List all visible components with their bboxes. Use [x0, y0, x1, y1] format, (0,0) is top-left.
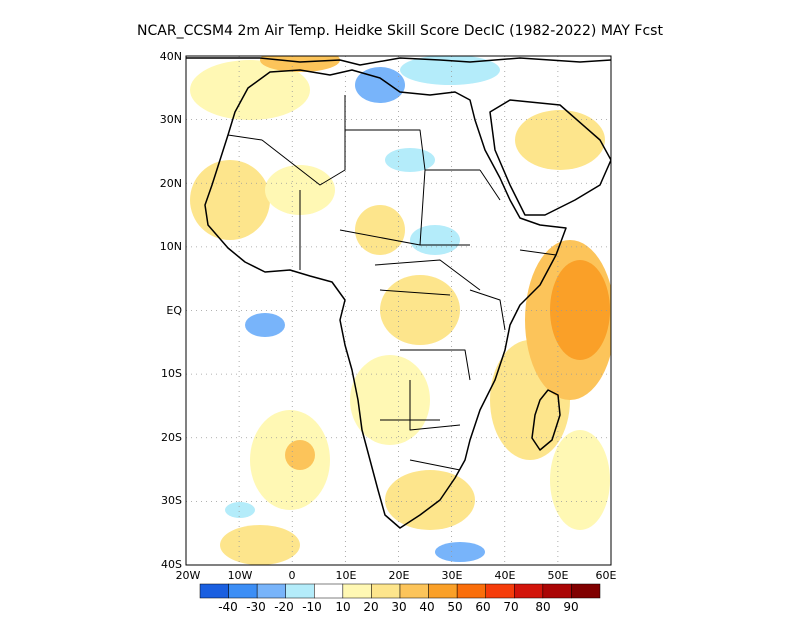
lat-label: 40S [161, 558, 182, 571]
skill-field [190, 56, 611, 565]
lon-label: 60E [596, 569, 617, 582]
colorbar-swatch [199, 583, 229, 599]
lat-label: 30S [161, 494, 182, 507]
skill-patch [410, 225, 460, 255]
skill-patch [385, 148, 435, 172]
colorbar-labels: -40 -30 -20 -10 10 20 30 40 50 60 70 80 … [218, 600, 578, 614]
figure-title: NCAR_CCSM4 2m Air Temp. Heidke Skill Sco… [137, 23, 663, 39]
skill-patch [190, 160, 270, 240]
skill-patch [380, 275, 460, 345]
lat-label: 20S [161, 431, 182, 444]
skill-patch [285, 440, 315, 470]
lat-label: 20N [160, 177, 182, 190]
lon-label: 0 [289, 569, 296, 582]
latitude-labels: 40N 30N 20N 10N EQ 10S 20S 30S 40S [160, 50, 183, 571]
colorbar-swatch [256, 583, 286, 599]
colorbar-swatch [514, 583, 544, 599]
colorbar-swatch [485, 583, 515, 599]
skill-patch [245, 313, 285, 337]
colorbar-label: 90 [563, 600, 578, 614]
colorbar: -40 -30 -20 -10 10 20 30 40 50 60 70 80 … [199, 583, 601, 614]
colorbar-label: -20 [274, 600, 294, 614]
country-borders [227, 95, 557, 471]
lat-label: 10N [160, 240, 182, 253]
colorbar-label: 50 [447, 600, 462, 614]
skill-patch [190, 60, 310, 120]
lon-label: 10E [336, 569, 357, 582]
skill-patch [355, 67, 405, 103]
skill-patch [515, 110, 605, 170]
europe-coastline [186, 57, 611, 66]
lon-label: 50E [548, 569, 569, 582]
colorbar-label: -10 [302, 600, 322, 614]
map-frame [185, 55, 612, 566]
colorbar-swatches [199, 583, 601, 599]
colorbar-swatch [314, 583, 344, 599]
skill-patch [550, 430, 610, 530]
lon-label: 30E [442, 569, 463, 582]
lat-label: EQ [166, 304, 182, 317]
africa-coastline [204, 69, 567, 529]
lat-label: 10S [161, 367, 182, 380]
colorbar-swatch [285, 583, 315, 599]
arabian-peninsula-coastline [489, 99, 611, 216]
lon-label: 20W [176, 569, 201, 582]
colorbar-swatch [228, 583, 258, 599]
map-panel: 40N 30N 20N 10N EQ 10S 20S 30S 40S 20W 1… [160, 50, 617, 582]
skill-patch [435, 542, 485, 562]
skill-patch [385, 470, 475, 530]
colorbar-swatch [571, 583, 601, 599]
colorbar-swatch [342, 583, 372, 599]
colorbar-label: 10 [335, 600, 350, 614]
colorbar-label: 70 [503, 600, 518, 614]
colorbar-label: 20 [363, 600, 378, 614]
lon-label: 40E [495, 569, 516, 582]
skill-patch [400, 56, 500, 85]
colorbar-label: 40 [419, 600, 434, 614]
madagascar-coastline [531, 389, 561, 451]
coastlines-and-borders [186, 57, 611, 529]
colorbar-swatch [456, 583, 486, 599]
skill-patch [220, 525, 300, 565]
colorbar-swatch [399, 583, 429, 599]
skill-patch [225, 502, 255, 518]
colorbar-label: -30 [246, 600, 266, 614]
longitude-labels: 20W 10W 0 10E 20E 30E 40E 50E 60E [176, 569, 617, 582]
colorbar-label: 30 [391, 600, 406, 614]
lon-label: 20E [389, 569, 410, 582]
colorbar-label: -40 [218, 600, 238, 614]
colorbar-label: 80 [535, 600, 550, 614]
lat-label: 40N [160, 50, 182, 63]
lat-label: 30N [160, 113, 182, 126]
colorbar-swatch [428, 583, 458, 599]
colorbar-swatch [542, 583, 572, 599]
colorbar-label: 60 [475, 600, 490, 614]
skill-patch [550, 260, 610, 360]
lon-label: 10W [228, 569, 253, 582]
skill-patch [355, 205, 405, 255]
colorbar-swatch [371, 583, 401, 599]
